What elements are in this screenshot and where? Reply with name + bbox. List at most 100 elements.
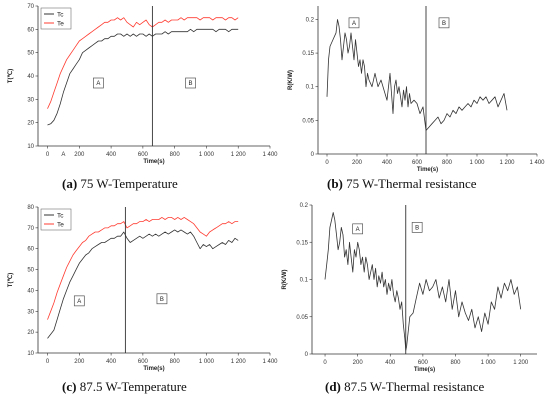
x-tick-label: 1 400 bbox=[529, 160, 545, 166]
panel-a-temperature-75w: 0 200 400 600 800 1 000 1 200 1 400 10 20 30 40 50 60… bbox=[7, 4, 278, 165]
y-tick-label: 70 bbox=[27, 226, 34, 232]
x-tick-label: 600 bbox=[412, 160, 423, 166]
x-tick-label: 400 bbox=[106, 359, 117, 365]
y-tick-label: 70 bbox=[27, 4, 34, 10]
caption-c-letter: (c) bbox=[62, 379, 77, 394]
x-tick-label: 1 200 bbox=[513, 360, 529, 366]
x-axis-title: Time(s) bbox=[417, 167, 438, 173]
y-tick-label: 0.1 bbox=[300, 278, 309, 284]
x-tick-label: 1 400 bbox=[262, 359, 278, 365]
x-tick-label: 1 000 bbox=[199, 359, 215, 365]
x-tick-label: 800 bbox=[442, 160, 453, 166]
series-line-r bbox=[324, 212, 522, 351]
region-label: B bbox=[189, 81, 193, 87]
caption-a: (a) 75 W-Temperature bbox=[62, 176, 178, 192]
y-tick-label: 10 bbox=[27, 351, 34, 357]
x-tick-label: 1 200 bbox=[499, 160, 515, 166]
x-tick-label: 400 bbox=[382, 160, 393, 166]
caption-b-letter: (b) bbox=[327, 176, 343, 191]
caption-c: (c) 87.5 W-Temperature bbox=[62, 379, 187, 395]
x-tick-label: 1 400 bbox=[262, 152, 278, 158]
x-axis-title: Time(s) bbox=[143, 159, 164, 165]
x-tick-label: 800 bbox=[170, 152, 181, 158]
region-label: A bbox=[356, 227, 360, 233]
y-tick-label: 50 bbox=[27, 51, 34, 57]
y-tick-label: 60 bbox=[27, 27, 34, 33]
x-tick-label: 1 000 bbox=[481, 360, 497, 366]
y-tick-label: 0.15 bbox=[302, 51, 314, 57]
x-tick-label: 200 bbox=[74, 152, 85, 158]
y-axis-title: R(K/W) bbox=[282, 270, 288, 290]
y-tick-label: 0.2 bbox=[306, 17, 315, 23]
y-tick-label: 0.1 bbox=[306, 85, 315, 91]
y-tick-label: 30 bbox=[27, 309, 34, 315]
y-axis-title: T(℃) bbox=[7, 69, 14, 83]
x-axis-title: Time(s) bbox=[143, 366, 164, 372]
panel-d-thermal-resistance-87-5w: 0 200 400 600 800 1 000 1 200 0 0.05 0.1 0.15 0.2 Ti… bbox=[282, 203, 537, 373]
legend-label: Te bbox=[57, 20, 64, 27]
y-tick-label: 10 bbox=[27, 144, 34, 150]
y-tick-label: 80 bbox=[27, 205, 34, 211]
series-line-tc bbox=[47, 28, 239, 126]
y-tick-label: 0.2 bbox=[300, 203, 309, 209]
region-label-box bbox=[93, 77, 104, 89]
y-tick-label: 40 bbox=[27, 74, 34, 80]
series-line-tc bbox=[47, 229, 239, 339]
x-tick-label: 400 bbox=[385, 360, 396, 366]
x-axis-title: Time(s) bbox=[414, 367, 435, 373]
y-tick-label: 40 bbox=[27, 288, 34, 294]
legend-label: Tc bbox=[57, 212, 64, 219]
region-label: A bbox=[352, 21, 356, 27]
caption-a-text: 75 W-Temperature bbox=[80, 176, 178, 191]
region-label: B bbox=[442, 21, 446, 27]
legend-label: Tc bbox=[57, 11, 64, 18]
x-tick-label: 1 200 bbox=[231, 359, 247, 365]
caption-d: (d) 87.5 W-Thermal resistance bbox=[325, 379, 484, 395]
region-label-box bbox=[348, 17, 360, 29]
region-label-box bbox=[185, 77, 196, 89]
x-tick-label: 200 bbox=[353, 360, 364, 366]
caption-c-text: 87.5 W-Temperature bbox=[79, 379, 187, 394]
x-tick-label: 0 bbox=[46, 359, 50, 365]
caption-d-letter: (d) bbox=[325, 379, 341, 394]
caption-d-text: 87.5 W-Thermal resistance bbox=[344, 379, 485, 394]
region-label-box bbox=[73, 295, 85, 307]
y-tick-label: 20 bbox=[27, 121, 34, 127]
y-tick-label: 60 bbox=[27, 247, 34, 253]
y-axis-title: R(K/W) bbox=[288, 70, 294, 90]
x-tick-label: 200 bbox=[352, 160, 363, 166]
x-axis-extra-label: A bbox=[61, 152, 65, 158]
region-label-box bbox=[438, 17, 450, 29]
region-label: B bbox=[160, 297, 164, 303]
y-tick-label: 50 bbox=[27, 268, 34, 274]
region-label-box bbox=[352, 223, 364, 235]
region-label: A bbox=[96, 81, 100, 87]
x-tick-label: 1 000 bbox=[469, 160, 485, 166]
panel-c-temperature-87-5w: 0 200 400 600 800 1 000 1 200 1 400 10 20 30 40 50 60… bbox=[7, 205, 278, 372]
caption-b-text: 75 W-Thermal resistance bbox=[346, 176, 477, 191]
x-tick-label: 800 bbox=[170, 359, 181, 365]
x-tick-label: 600 bbox=[418, 360, 429, 366]
series-line-r bbox=[326, 19, 508, 131]
x-tick-label: 0 bbox=[325, 160, 329, 166]
region-label-box bbox=[411, 222, 423, 233]
y-tick-label: 0 bbox=[305, 352, 309, 358]
series-line-te bbox=[47, 217, 239, 320]
y-tick-label: 20 bbox=[27, 330, 34, 336]
y-tick-label: 0.05 bbox=[302, 118, 314, 124]
x-tick-label: 800 bbox=[450, 360, 461, 366]
x-tick-label: 0 bbox=[46, 152, 50, 158]
caption-a-letter: (a) bbox=[62, 176, 78, 191]
x-tick-label: 1 200 bbox=[231, 152, 247, 158]
region-label: B bbox=[415, 226, 419, 232]
panel-b-thermal-resistance-75w: 0 200 400 600 800 1 000 1 200 1 400 0 0.05 0.1 0.15… bbox=[288, 6, 545, 173]
x-tick-label: 200 bbox=[74, 359, 85, 365]
y-tick-label: 0.05 bbox=[296, 315, 308, 321]
x-tick-label: 1 000 bbox=[199, 152, 215, 158]
y-axis-title: T(℃) bbox=[7, 273, 14, 287]
legend-label: Te bbox=[57, 221, 64, 228]
caption-b: (b) 75 W-Thermal resistance bbox=[327, 176, 477, 192]
legend-box bbox=[40, 7, 72, 30]
region-label: A bbox=[77, 299, 81, 305]
